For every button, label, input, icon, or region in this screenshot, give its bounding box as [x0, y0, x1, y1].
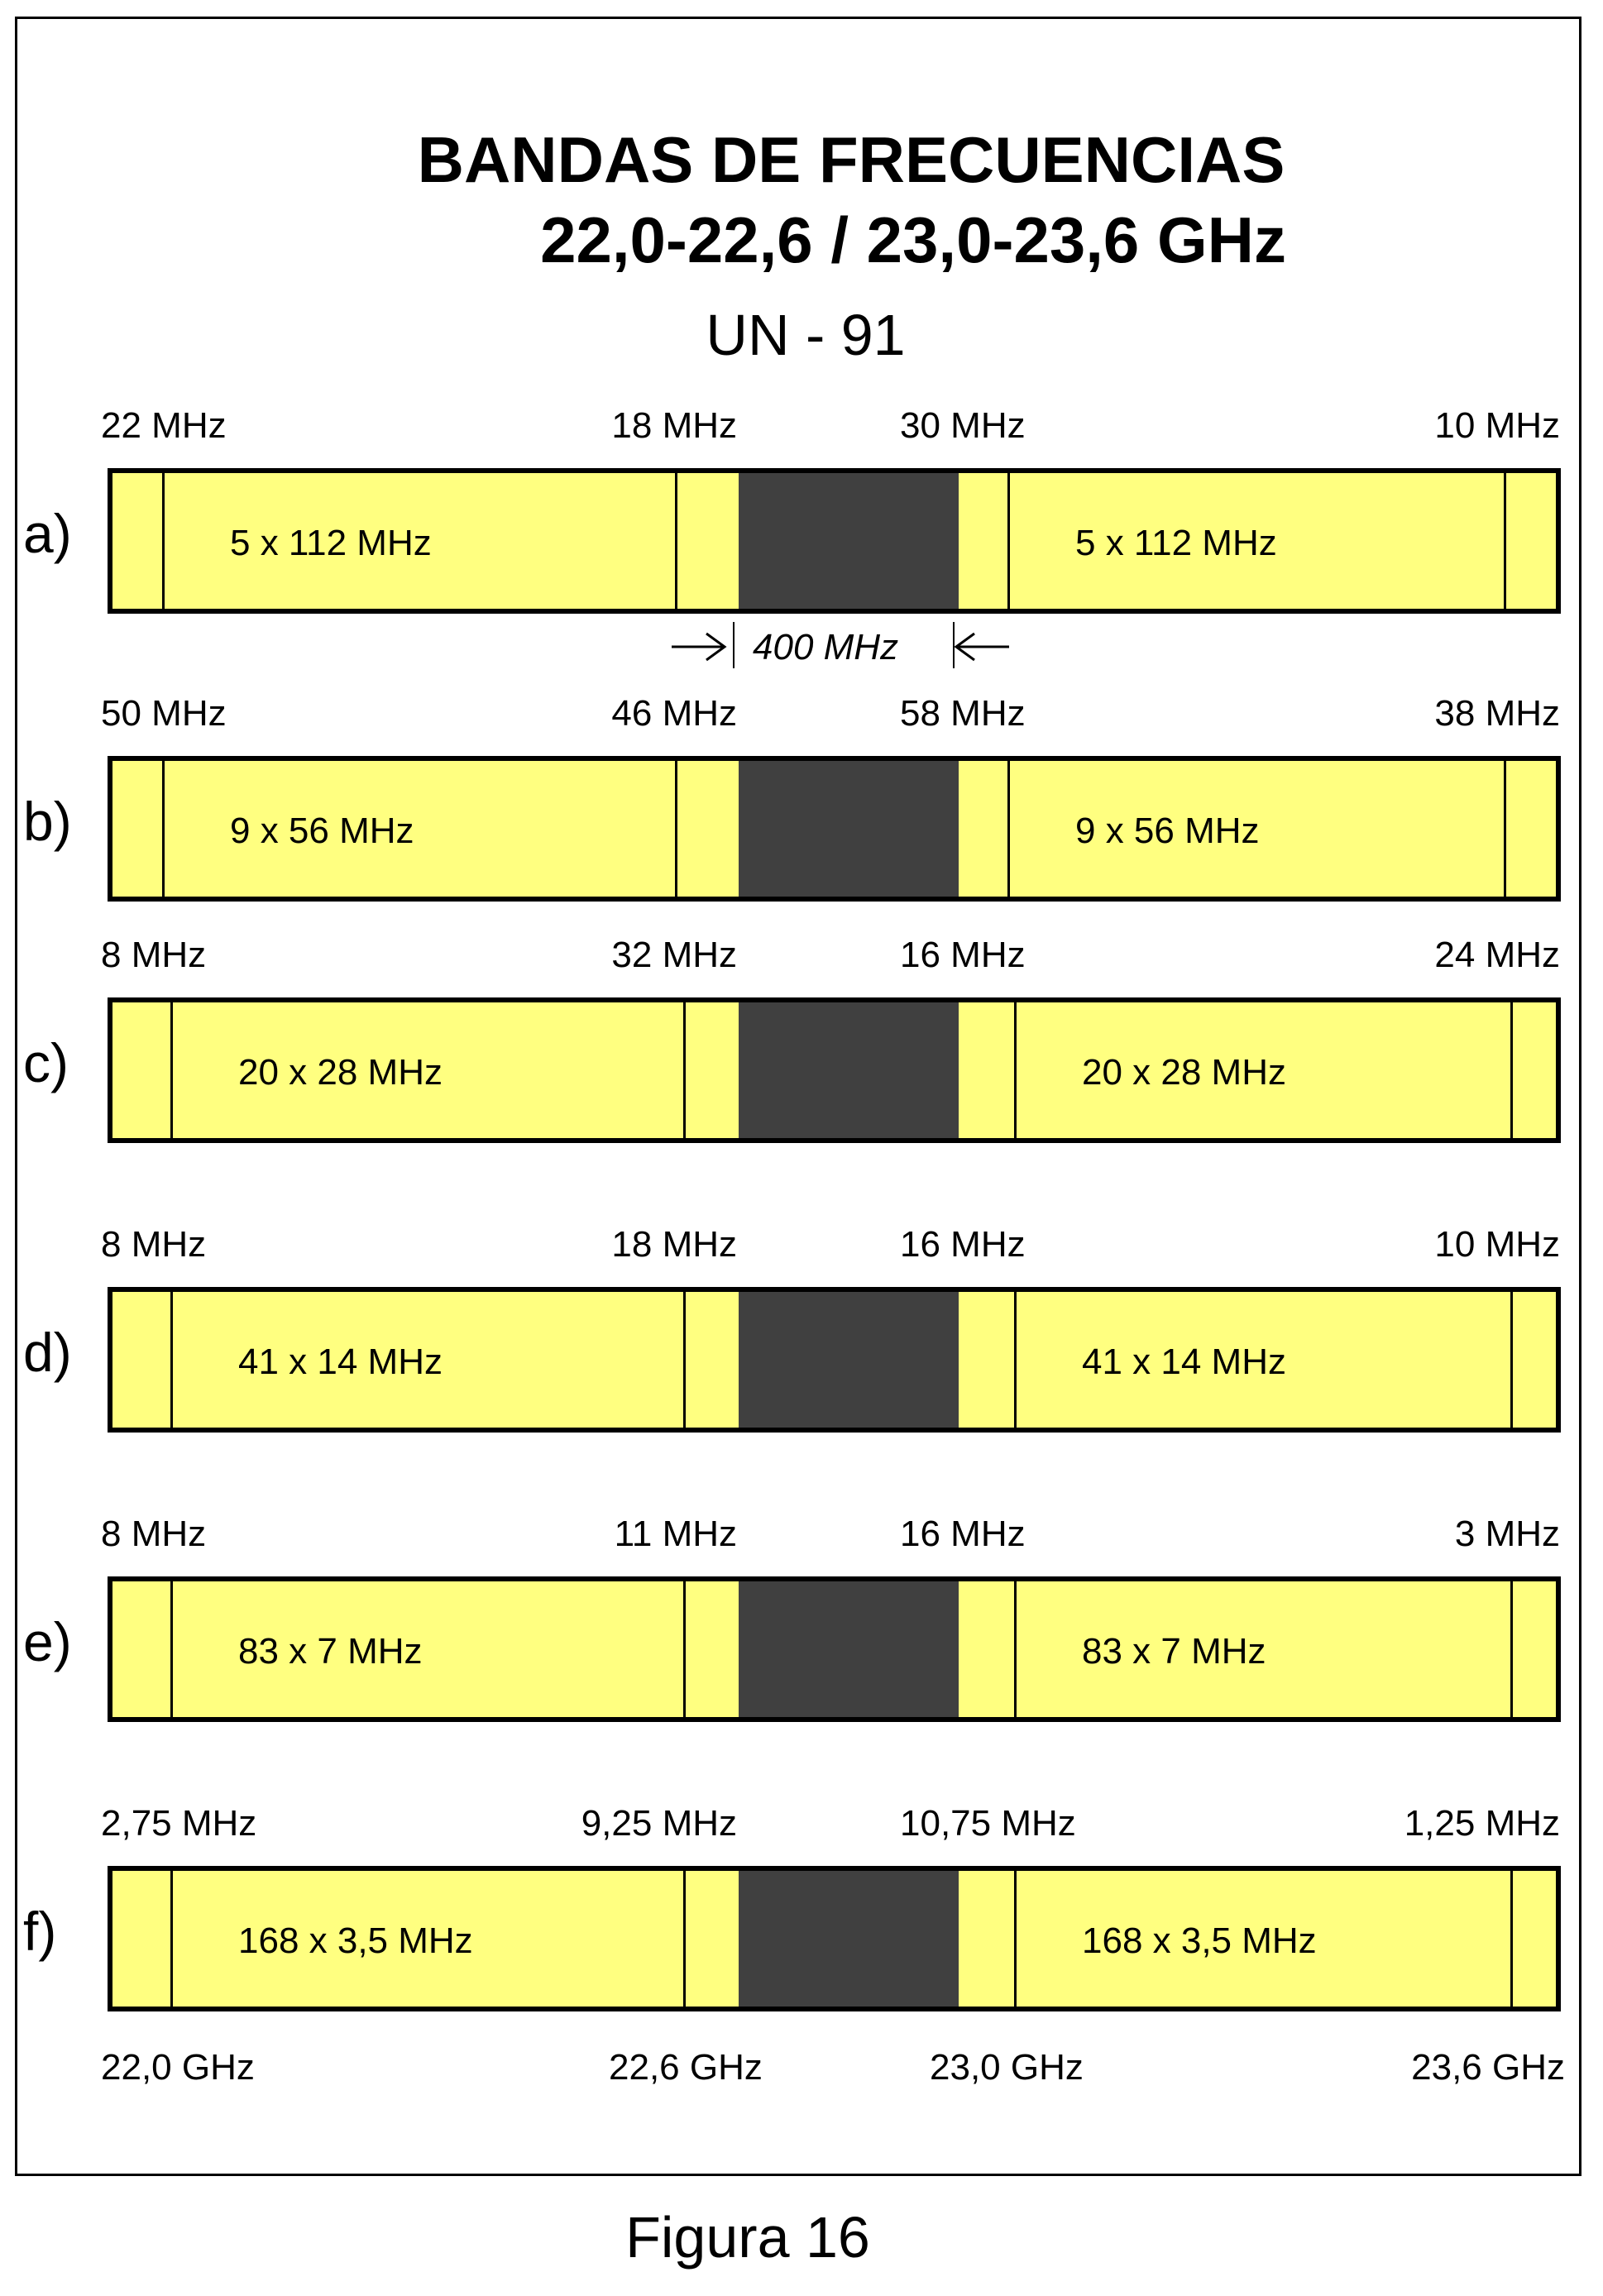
plan-letter: e) — [23, 1611, 72, 1672]
reference-code: UN - 91 — [706, 303, 906, 367]
channel-count-right: 41 x 14 MHz — [1082, 1342, 1286, 1382]
channel-count-right: 9 x 56 MHz — [1075, 811, 1260, 851]
band-edge-line — [162, 761, 165, 897]
band-edge-line — [683, 1871, 686, 2007]
band-edge-line — [1510, 1002, 1513, 1138]
guard-label-left: 8 MHz — [101, 935, 207, 975]
frequency-band: 168 x 3,5 MHz 168 x 3,5 MHz — [108, 1866, 1561, 2011]
guard-label-right: 38 MHz — [1434, 693, 1560, 734]
band-plan-2: 8 MHz 32 MHz 16 MHz 24 MHz c) 20 x 28 MHz 20 x… — [0, 935, 1603, 1143]
axis-label-22-6: 22,6 GHz — [609, 2047, 763, 2088]
band-edge-line — [1504, 473, 1506, 609]
band-edge-line — [170, 1292, 173, 1428]
frequency-band: 83 x 7 MHz 83 x 7 MHz — [108, 1576, 1561, 1722]
plan-letter: f) — [23, 1901, 57, 1962]
center-gap — [739, 1871, 959, 2007]
band-edge-line — [1510, 1581, 1513, 1717]
channel-count-left: 168 x 3,5 MHz — [238, 1921, 473, 1961]
axis-label-start: 22,0 GHz — [101, 2047, 255, 2088]
guard-label-left: 22 MHz — [101, 405, 227, 446]
guard-label-right: 10 MHz — [1434, 1224, 1560, 1265]
channel-count-left: 5 x 112 MHz — [230, 523, 432, 563]
frequency-band: 41 x 14 MHz 41 x 14 MHz — [108, 1287, 1561, 1433]
channel-count-left: 20 x 28 MHz — [238, 1052, 443, 1093]
band-edge-line — [1510, 1871, 1513, 2007]
center-gap — [739, 1002, 959, 1138]
guard-label-right: 10 MHz — [1434, 405, 1560, 446]
figure-frame — [15, 17, 1581, 2176]
band-edge-line — [162, 473, 165, 609]
plan-letter: a) — [23, 503, 72, 564]
band-plan-0: 22 MHz 18 MHz 30 MHz 10 MHz a) 5 x 112 MHz 5 x… — [0, 405, 1603, 614]
guard-label-left: 8 MHz — [101, 1224, 207, 1265]
band-edge-line — [683, 1292, 686, 1428]
frequency-band: 9 x 56 MHz 9 x 56 MHz — [108, 756, 1561, 902]
band-edge-line — [1014, 1871, 1017, 2007]
band-plan-5: 2,75 MHz 9,25 MHz 10,75 MHz 1,25 MHz f) 168 x… — [0, 1803, 1603, 2011]
guard-label-mid-left: 11 MHz — [614, 1514, 737, 1554]
guard-label-right: 1,25 MHz — [1404, 1803, 1560, 1844]
guard-label-mid-right: 58 MHz — [900, 693, 1026, 734]
guard-label-right: 3 MHz — [1454, 1514, 1560, 1554]
separation-tick-right — [953, 622, 955, 668]
band-edge-line — [675, 473, 677, 609]
band-edge-line — [1007, 473, 1010, 609]
figure-caption: Figura 16 — [625, 2205, 870, 2270]
channel-count-right: 20 x 28 MHz — [1082, 1052, 1286, 1093]
left-arrow-icon — [954, 632, 1009, 662]
band-edge-line — [675, 761, 677, 897]
band-plan-4: 8 MHz 11 MHz 16 MHz 3 MHz e) 83 x 7 MHz 83 x 7… — [0, 1514, 1603, 1722]
frequency-band: 20 x 28 MHz 20 x 28 MHz — [108, 997, 1561, 1143]
guard-label-mid-right: 16 MHz — [900, 1514, 1026, 1554]
figure-title: BANDAS DE FRECUENCIAS — [417, 123, 1285, 196]
band-edge-line — [1014, 1292, 1017, 1428]
channel-count-right: 83 x 7 MHz — [1082, 1631, 1266, 1672]
guard-label-left: 50 MHz — [101, 693, 227, 734]
band-plan-1: 50 MHz 46 MHz 58 MHz 38 MHz b) 9 x 56 MHz 9 x … — [0, 693, 1603, 902]
band-edge-line — [683, 1002, 686, 1138]
guard-label-mid-right: 16 MHz — [900, 1224, 1026, 1265]
right-arrow-icon — [672, 632, 727, 662]
channel-count-right: 168 x 3,5 MHz — [1082, 1921, 1317, 1961]
channel-count-right: 5 x 112 MHz — [1075, 523, 1277, 563]
channel-count-left: 41 x 14 MHz — [238, 1342, 443, 1382]
guard-label-left: 2,75 MHz — [101, 1803, 257, 1844]
guard-label-mid-right: 16 MHz — [900, 935, 1026, 975]
guard-label-mid-left: 9,25 MHz — [581, 1803, 737, 1844]
guard-label-right: 24 MHz — [1434, 935, 1560, 975]
plan-letter: c) — [23, 1032, 69, 1093]
band-edge-line — [170, 1871, 173, 2007]
axis-label-end: 23,6 GHz — [1411, 2047, 1565, 2088]
guard-label-mid-left: 46 MHz — [611, 693, 737, 734]
center-gap — [739, 1581, 959, 1717]
frequency-band: 5 x 112 MHz 5 x 112 MHz — [108, 468, 1561, 614]
channel-count-left: 9 x 56 MHz — [230, 811, 414, 851]
guard-label-left: 8 MHz — [101, 1514, 207, 1554]
band-edge-line — [1007, 761, 1010, 897]
plan-letter: d) — [23, 1322, 72, 1383]
separation-label: 400 MHz — [753, 627, 899, 667]
band-edge-line — [1504, 761, 1506, 897]
band-edge-line — [170, 1581, 173, 1717]
channel-count-left: 83 x 7 MHz — [238, 1631, 423, 1672]
center-gap — [739, 473, 959, 609]
band-edge-line — [683, 1581, 686, 1717]
guard-label-mid-left: 18 MHz — [611, 1224, 737, 1265]
guard-label-mid-right: 30 MHz — [900, 405, 1026, 446]
band-edge-line — [1014, 1002, 1017, 1138]
band-edge-line — [1510, 1292, 1513, 1428]
figure-subtitle: 22,0-22,6 / 23,0-23,6 GHz — [540, 203, 1286, 276]
center-gap — [739, 761, 959, 897]
axis-label-23-0: 23,0 GHz — [930, 2047, 1084, 2088]
separation-tick-left — [733, 622, 735, 668]
band-plan-3: 8 MHz 18 MHz 16 MHz 10 MHz d) 41 x 14 MHz 41 x… — [0, 1224, 1603, 1433]
plan-letter: b) — [23, 791, 72, 852]
band-edge-line — [1014, 1581, 1017, 1717]
center-gap — [739, 1292, 959, 1428]
guard-label-mid-right: 10,75 MHz — [900, 1803, 1076, 1844]
band-edge-line — [170, 1002, 173, 1138]
guard-label-mid-left: 18 MHz — [611, 405, 737, 446]
guard-label-mid-left: 32 MHz — [611, 935, 737, 975]
